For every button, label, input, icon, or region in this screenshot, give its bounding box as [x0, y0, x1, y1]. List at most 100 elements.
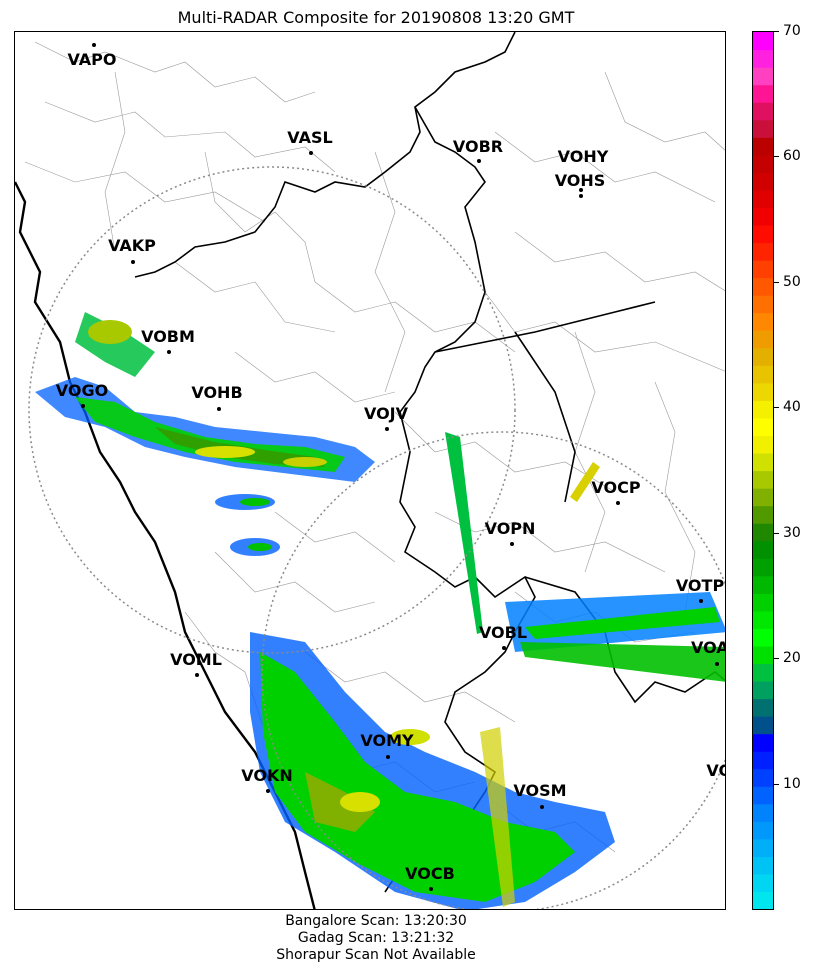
colorbar-band — [753, 645, 773, 665]
scan-line-3: Shorapur Scan Not Available — [276, 947, 476, 963]
colorbar-band — [753, 452, 773, 472]
colorbar-band — [753, 189, 773, 208]
station-label-vohs: VOHS — [554, 171, 606, 190]
scan-info-footer: Bangalore Scan: 13:20:30 Gadag Scan: 13:… — [0, 913, 752, 964]
colorbar-band — [753, 628, 773, 647]
station-label-vobr: VOBR — [452, 137, 504, 156]
colorbar-tick-label: 20 — [783, 650, 801, 667]
colorbar-band — [753, 382, 773, 401]
station-label-vosm: VOSM — [513, 781, 567, 800]
station-label-vogo: VOGO — [55, 381, 109, 400]
colorbar-tick — [774, 281, 779, 283]
colorbar-band — [753, 803, 773, 822]
colorbar-band — [753, 295, 773, 314]
colorbar-band — [753, 347, 773, 366]
radar-range-rings — [28, 166, 725, 909]
station-label-vopc: VOPC — [706, 761, 725, 780]
colorbar-band — [753, 523, 773, 542]
station-label-vopn: VOPN — [484, 519, 536, 538]
station-label-vomy: VOMY — [360, 731, 414, 750]
station-label-voar: VOAR — [691, 638, 725, 657]
colorbar-tick — [774, 156, 779, 158]
colorbar-band — [753, 417, 773, 437]
colorbar-band — [753, 84, 773, 103]
station-label-votp: VOTP — [675, 576, 725, 595]
colorbar-band — [753, 610, 773, 629]
colorbar-band — [753, 680, 773, 700]
station-marker-vocp — [616, 501, 620, 505]
colorbar-tick-label: 40 — [783, 399, 801, 416]
station-label-voml: VOML — [170, 650, 222, 669]
colorbar-band — [753, 137, 773, 156]
station-label-vobl: VOBL — [478, 623, 528, 642]
station-marker-vohb — [217, 407, 221, 411]
colorbar-band — [753, 435, 773, 454]
colorbar-band — [753, 207, 773, 226]
colorbar-band — [753, 49, 773, 68]
station-marker-vopn — [510, 542, 514, 546]
station-label-vapo: VAPO — [67, 50, 117, 69]
station-label-vobm: VOBM — [141, 327, 195, 346]
reflectivity-colorbar — [752, 31, 774, 910]
colorbar-band — [753, 838, 773, 857]
colorbar-band — [753, 891, 773, 909]
colorbar-tick-label: 10 — [783, 775, 801, 792]
station-marker-vomy — [386, 755, 390, 759]
colorbar-band — [753, 663, 773, 682]
station-label-vojv: VOJV — [363, 404, 409, 423]
scan-line-2: Gadag Scan: 13:21:32 — [297, 930, 455, 946]
station-marker-voml — [195, 673, 199, 677]
station-marker-voar — [715, 662, 719, 666]
station-label-vasl: VASL — [287, 128, 333, 147]
colorbar-band — [753, 260, 773, 279]
colorbar-band — [753, 856, 773, 875]
colorbar-band — [753, 242, 773, 261]
colorbar-band — [753, 540, 773, 559]
colorbar-band — [753, 786, 773, 805]
station-label-vocp: VOCP — [591, 478, 641, 497]
station-label-vocb: VOCB — [405, 864, 455, 883]
station-label-vohb: VOHB — [191, 383, 243, 402]
station-marker-vojv — [385, 427, 389, 431]
colorbar-tick — [774, 658, 779, 660]
station-marker-vohs — [579, 194, 583, 198]
station-marker-vasl — [309, 151, 313, 155]
colorbar-band — [753, 400, 773, 419]
colorbar-band — [753, 716, 773, 735]
station-marker-votp — [699, 599, 703, 603]
map-title: Multi-RADAR Composite for 20190808 13:20… — [177, 8, 575, 27]
colorbar-band — [753, 558, 773, 577]
colorbar-band — [753, 821, 773, 840]
colorbar-tick — [774, 532, 779, 534]
colorbar-band — [753, 593, 773, 612]
colorbar-band — [753, 277, 773, 296]
colorbar-band — [753, 67, 773, 86]
colorbar-band — [753, 102, 773, 121]
colorbar-band — [753, 32, 773, 51]
station-marker-vakp — [131, 260, 135, 264]
colorbar-band — [753, 575, 773, 594]
radar-map[interactable]: VAPO VASL VOBR VOHY VOHS VAKP VOBM VOGO VOHB VOJV… — [14, 31, 726, 910]
colorbar-tick — [774, 783, 779, 785]
station-marker-vobr — [477, 159, 481, 163]
colorbar-tick-label: 30 — [783, 524, 801, 541]
scan-line-1: Bangalore Scan: 13:20:30 — [285, 913, 467, 929]
station-marker-vosm — [540, 805, 544, 809]
colorbar-band — [753, 698, 773, 717]
station-marker-vapo — [92, 43, 96, 47]
station-label-vohy: VOHY — [557, 147, 609, 166]
district-boundaries — [24, 41, 725, 853]
colorbar-band — [753, 470, 773, 489]
colorbar-band — [753, 365, 773, 384]
colorbar-band — [753, 330, 773, 349]
colorbar-band — [753, 119, 773, 138]
station-label-vakp: VAKP — [108, 236, 156, 255]
colorbar-tick-label: 70 — [783, 23, 801, 39]
colorbar-band — [753, 768, 773, 787]
colorbar-gradient — [753, 32, 773, 909]
colorbar-band — [753, 488, 773, 507]
colorbar-band — [753, 154, 773, 173]
colorbar-tick-label: 60 — [783, 148, 801, 165]
station-label-vokn: VOKN — [241, 766, 293, 785]
colorbar-band — [753, 312, 773, 331]
